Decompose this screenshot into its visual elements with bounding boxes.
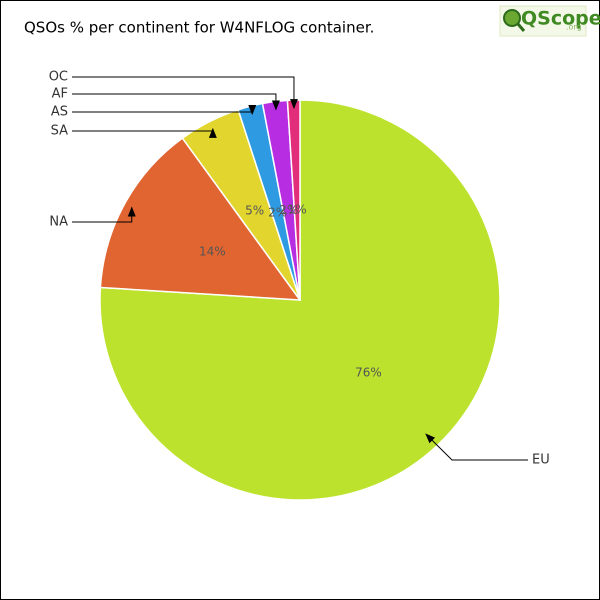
category-label: NA <box>49 215 68 230</box>
logo-icon-handle <box>516 23 526 32</box>
value-label: 14% <box>199 244 226 258</box>
category-label: AS <box>51 105 68 120</box>
value-label: 2% <box>268 205 287 219</box>
leader-line <box>72 93 280 111</box>
leader-line <box>425 433 528 461</box>
category-label: OC <box>49 70 68 85</box>
logo-text: QScope <box>521 8 600 30</box>
leader-line <box>72 206 136 223</box>
logo-icon <box>503 9 521 27</box>
value-label: 2% <box>279 203 298 217</box>
category-label: EU <box>532 453 550 468</box>
category-label: AF <box>52 87 68 102</box>
value-label: 76% <box>355 365 382 379</box>
value-label: 1% <box>288 203 307 217</box>
logo-suffix: .org <box>566 23 582 32</box>
value-label: 5% <box>245 203 264 217</box>
leader-line <box>72 105 257 116</box>
leader-line <box>72 76 298 110</box>
logo: QScope .org <box>499 5 600 37</box>
chart-title: QSOs % per continent for W4NFLOG contain… <box>24 19 374 37</box>
category-label: SA <box>51 124 68 139</box>
leader-line <box>72 127 217 138</box>
pie-slice <box>99 137 302 301</box>
